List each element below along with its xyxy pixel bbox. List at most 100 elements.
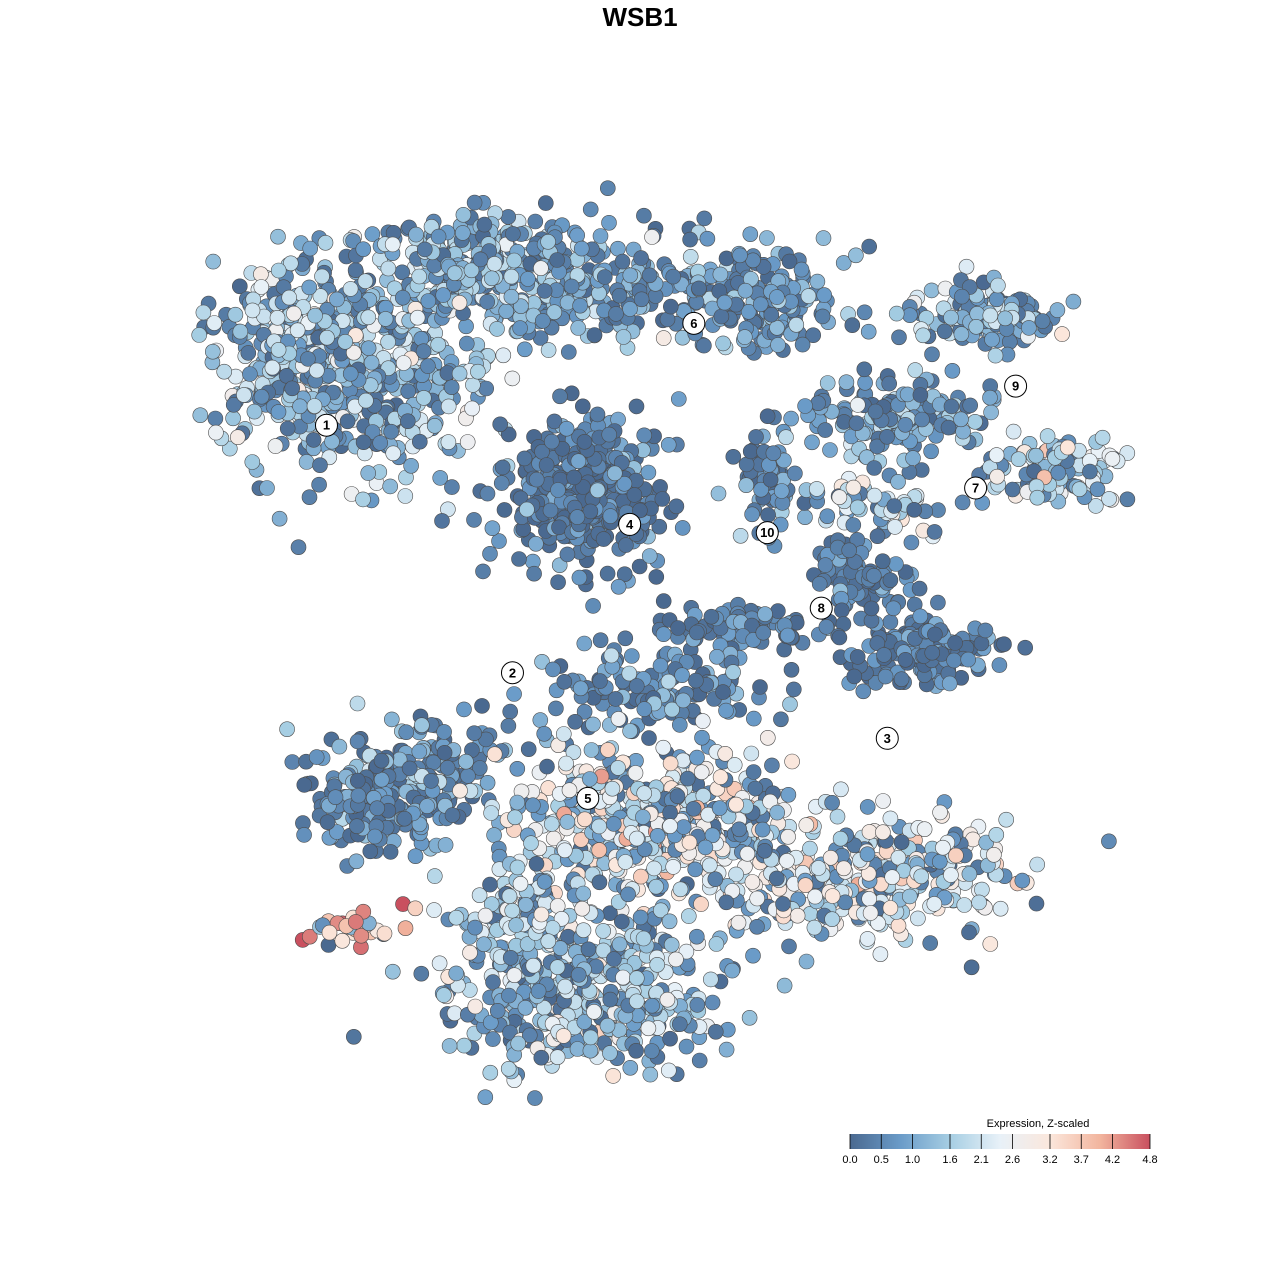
cell-point [486, 746, 503, 763]
cell-point [922, 935, 939, 951]
cell-point [641, 730, 657, 746]
cell-point [506, 686, 522, 702]
cell-point [910, 910, 926, 927]
cell-point [991, 657, 1008, 673]
cell-point [671, 1016, 688, 1032]
cell-point [548, 700, 564, 717]
cell-point [357, 273, 374, 290]
cell-point [397, 488, 414, 504]
cell-point [474, 698, 490, 714]
cell-point [290, 539, 307, 556]
cell-point [737, 282, 754, 299]
cell-point [696, 337, 712, 354]
cell-point [192, 407, 209, 424]
cell-point [804, 434, 820, 451]
cell-point [394, 289, 411, 306]
cell-point [769, 319, 785, 336]
cell-point [408, 226, 424, 243]
cell-point [331, 738, 348, 755]
cell-point [589, 482, 606, 499]
cell-point [841, 542, 858, 559]
cell-point [824, 911, 840, 928]
cell-point [660, 436, 677, 453]
cell-point [789, 907, 806, 924]
cell-point [592, 673, 608, 689]
cell-point [605, 816, 622, 832]
cell-point [279, 420, 296, 437]
cell-point [610, 578, 627, 595]
cell-point [500, 718, 517, 734]
cell-point [611, 287, 628, 304]
cell-point [358, 392, 374, 409]
cell-point [815, 230, 832, 246]
cell-point [337, 333, 354, 350]
cell-point [668, 498, 685, 515]
cell-point [314, 268, 330, 285]
cell-point [573, 240, 590, 257]
cell-point [725, 664, 741, 680]
cell-point [566, 469, 582, 486]
cell-point [444, 807, 461, 823]
cell-point [867, 403, 884, 420]
cell-point [726, 757, 743, 773]
cell-point [755, 624, 772, 641]
cell-point [897, 416, 914, 433]
cell-point [312, 457, 328, 474]
cell-point [543, 433, 560, 450]
cell-point [679, 770, 696, 787]
cell-point [1017, 639, 1033, 656]
cell-point [604, 780, 621, 797]
cell-point [348, 853, 365, 870]
cell-point [400, 383, 417, 400]
cell-point [783, 410, 799, 427]
cell-point [527, 213, 544, 230]
cell-point [281, 289, 298, 306]
cell-point [1049, 302, 1066, 318]
cell-point [897, 651, 914, 668]
cell-point [626, 487, 643, 503]
cell-point [906, 501, 923, 518]
cluster-label-text: 6 [690, 316, 697, 331]
cell-point [286, 305, 302, 322]
cell-point [663, 936, 680, 953]
cell-point [570, 453, 587, 470]
cell-point [765, 445, 782, 462]
cell-point [632, 909, 649, 926]
cell-point [509, 859, 526, 876]
cell-point [990, 277, 1006, 294]
cell-point [914, 411, 930, 428]
cell-point [478, 380, 495, 397]
cell-point [485, 1031, 501, 1047]
cell-point [317, 235, 334, 251]
cell-point [745, 764, 762, 780]
cell-point [930, 594, 946, 611]
cell-point [611, 936, 628, 953]
cell-point [436, 987, 452, 1003]
cell-point [458, 318, 474, 335]
cell-point [269, 309, 286, 326]
cell-point [725, 448, 742, 465]
cell-point [537, 195, 554, 211]
cell-point [420, 293, 437, 309]
cell-point [641, 548, 658, 564]
cell-point [253, 279, 270, 295]
cell-point [503, 288, 520, 305]
cell-point [1005, 423, 1022, 440]
cell-point [762, 471, 779, 488]
cell-point [549, 252, 565, 268]
cell-point [360, 340, 377, 357]
cell-point [451, 365, 468, 382]
cell-point [797, 509, 813, 526]
cell-point [924, 346, 940, 363]
cell-point [575, 922, 592, 939]
cell-point [794, 336, 811, 353]
cell-point [961, 866, 978, 882]
cell-point [567, 713, 583, 730]
cell-point [916, 821, 933, 838]
cell-point [943, 309, 959, 326]
cell-point [246, 403, 263, 420]
cluster-label-9: 9 [1004, 374, 1028, 398]
cell-point [671, 717, 688, 733]
cell-point [615, 969, 631, 986]
cell-point [845, 517, 862, 533]
